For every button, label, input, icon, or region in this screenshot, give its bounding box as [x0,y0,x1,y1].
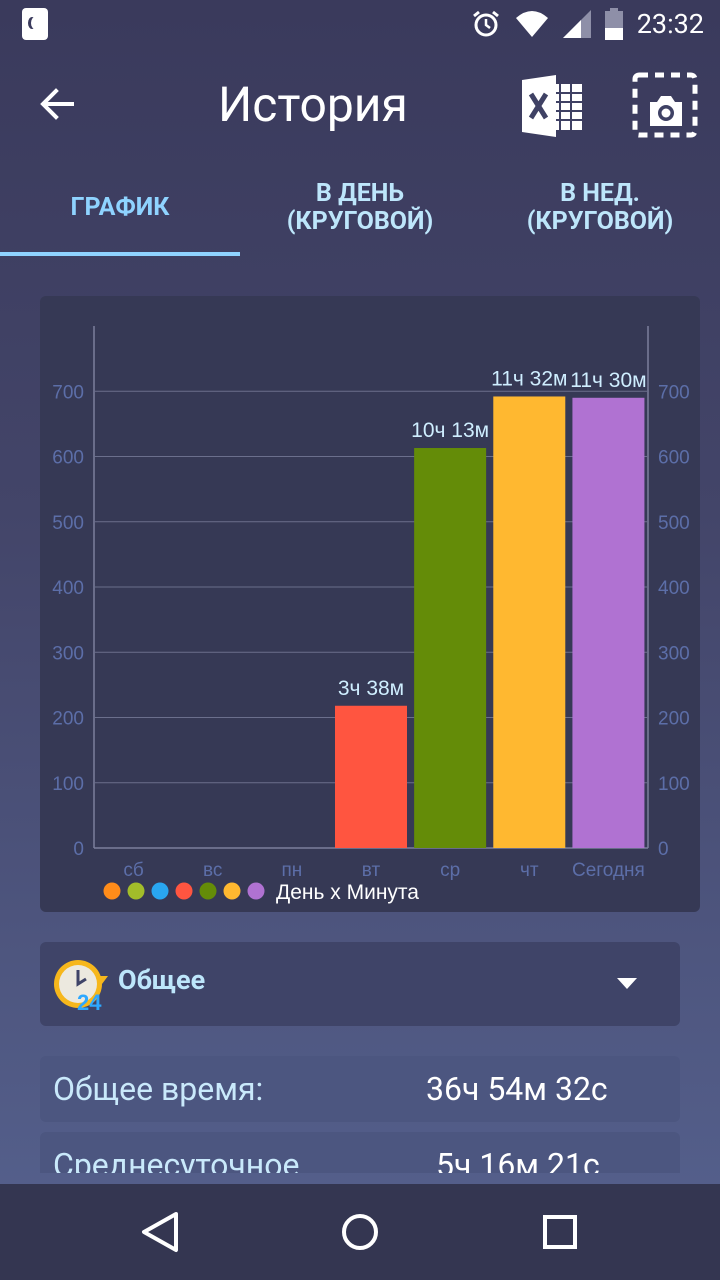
stat-value: 36ч 54м 32с [426,1070,608,1108]
tab-daily-pie[interactable]: В ДЕНЬ (КРУГОВОЙ) [286,179,434,236]
stat-label: Общее время: [53,1070,264,1108]
legend-swatch [151,882,169,900]
stat-row-total: Общее время: 36ч 54м 32с [40,1056,680,1122]
bar-chart: 0 0 100 100 200 200 300 300 400 400 500 500 600 600 70… [52,326,690,904]
bar-data-label: 10ч 13м [411,419,489,442]
y-tick-label-right: 300 [658,643,690,664]
stat-value: 5ч 16м 21с [436,1146,600,1173]
y-tick-label-left: 200 [52,709,84,730]
y-tick-label-left: 400 [52,578,84,599]
legend-swatch [223,882,241,900]
x-tick-label: чт [520,860,539,881]
status-time: 23:32 [636,8,704,40]
y-tick-label-right: 600 [658,448,690,469]
tab-chart[interactable]: ГРАФИК [70,193,170,222]
nav-back-icon[interactable] [130,1202,190,1262]
x-tick-label: вс [203,860,222,881]
notification-icon [22,8,48,40]
excel-export-icon[interactable] [520,74,584,138]
bar-6 [572,397,645,848]
bar-data-label: 3ч 38м [338,677,404,700]
legend-label: День x Минута [276,881,419,904]
bar-3 [335,705,407,848]
y-tick-label-left: 0 [73,839,84,860]
legend-swatch [247,882,265,900]
bar-data-label: 11ч 30м [570,369,646,392]
legend-swatch [103,882,121,900]
y-tick-label-left: 100 [52,774,84,795]
legend-swatch [199,882,217,900]
app-bar: История [0,50,720,160]
y-tick-label-right: 100 [658,774,690,795]
category-dropdown[interactable]: 24 Общее [40,942,680,1026]
x-tick-label: вт [362,860,381,881]
wifi-icon [515,11,548,37]
nav-home-icon[interactable] [330,1202,390,1262]
y-tick-label-right: 0 [658,839,669,860]
bar-4 [414,448,487,848]
chart-card: 0 0 100 100 200 200 300 300 400 400 500 500 600 600 70… [40,296,700,912]
y-tick-label-left: 700 [52,382,84,403]
dropdown-arrow-icon [617,978,637,989]
status-bar: 23:32 [0,0,720,50]
bar-5 [493,396,566,848]
bar-data-label: 11ч 32м [491,367,567,390]
x-tick-label: Сегодня [572,860,645,881]
x-tick-label: сб [123,860,144,881]
stat-row-average: Среднесуточное 5ч 16м 21с [40,1132,680,1173]
y-tick-label-left: 500 [52,513,84,534]
page-title: История [218,76,408,133]
svg-text:24: 24 [77,990,102,1014]
y-tick-label-left: 300 [52,643,84,664]
dropdown-selected: Общее [118,964,206,996]
x-tick-label: ср [440,860,460,881]
y-tick-label-right: 400 [658,578,690,599]
signal-icon [562,10,591,38]
legend-swatch [127,882,145,900]
battery-icon [604,8,623,40]
y-tick-label-left: 600 [52,448,84,469]
stat-label: Среднесуточное [53,1146,300,1173]
y-tick-label-right: 200 [658,709,690,730]
legend-swatch [175,882,193,900]
x-tick-label: пн [281,860,302,881]
alarm-icon [472,10,499,37]
screenshot-icon[interactable] [632,72,698,138]
tab-bar: ГРАФИК В ДЕНЬ (КРУГОВОЙ) В НЕД. (КРУГОВО… [0,160,720,256]
tab-weekly-pie[interactable]: В НЕД. (КРУГОВОЙ) [526,179,674,236]
y-tick-label-right: 700 [658,382,690,403]
clock-24-icon: 24 [54,960,108,1014]
navigation-bar [0,1184,720,1280]
back-arrow-icon[interactable] [30,76,86,132]
active-tab-indicator [0,252,240,256]
nav-recents-icon[interactable] [530,1202,590,1262]
y-tick-label-right: 500 [658,513,690,534]
